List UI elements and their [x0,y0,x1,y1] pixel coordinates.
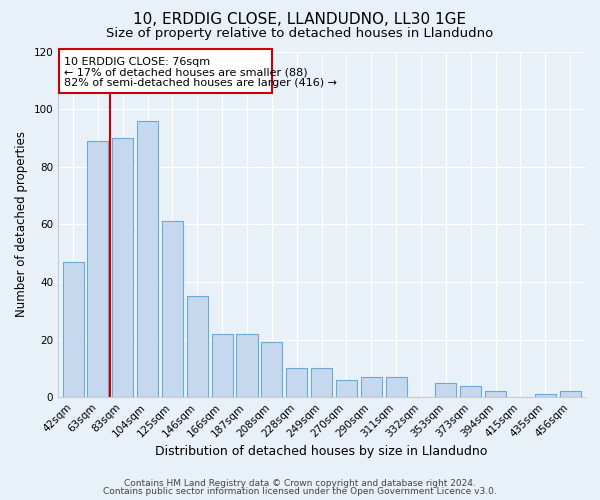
Bar [262,342,283,397]
Bar [137,120,158,397]
Text: 10, ERDDIG CLOSE, LLANDUDNO, LL30 1GE: 10, ERDDIG CLOSE, LLANDUDNO, LL30 1GE [133,12,467,28]
Bar [361,377,382,397]
Bar [336,380,357,397]
Bar [535,394,556,397]
Bar [460,386,481,397]
Bar [112,138,133,397]
Y-axis label: Number of detached properties: Number of detached properties [15,132,28,318]
Text: Contains HM Land Registry data © Crown copyright and database right 2024.: Contains HM Land Registry data © Crown c… [124,478,476,488]
Bar [386,377,407,397]
Bar [59,48,272,94]
Text: 10 ERDDIG CLOSE: 76sqm: 10 ERDDIG CLOSE: 76sqm [64,56,211,66]
Text: ← 17% of detached houses are smaller (88): ← 17% of detached houses are smaller (88… [64,68,308,78]
Text: Contains public sector information licensed under the Open Government Licence v3: Contains public sector information licen… [103,487,497,496]
Bar [435,383,457,397]
Bar [560,392,581,397]
Text: 82% of semi-detached houses are larger (416) →: 82% of semi-detached houses are larger (… [64,78,337,88]
Text: Size of property relative to detached houses in Llandudno: Size of property relative to detached ho… [106,28,494,40]
Bar [236,334,257,397]
Bar [88,141,109,397]
Bar [62,262,83,397]
Bar [286,368,307,397]
Bar [162,222,183,397]
Bar [311,368,332,397]
Bar [485,392,506,397]
Bar [212,334,233,397]
Bar [187,296,208,397]
X-axis label: Distribution of detached houses by size in Llandudno: Distribution of detached houses by size … [155,444,488,458]
